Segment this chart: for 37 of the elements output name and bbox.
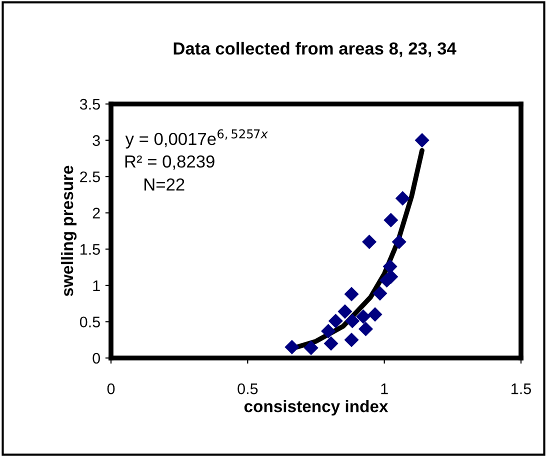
y-tick-label: 1: [93, 280, 100, 291]
point: [284, 340, 300, 354]
point: [304, 340, 318, 356]
annotation: N=22: [144, 178, 184, 190]
y-tick-label: 1.5: [80, 244, 100, 255]
x-tick-label: 0.5: [238, 383, 258, 394]
point: [338, 304, 352, 319]
y-tick-label: 0: [92, 352, 100, 364]
annotation: R² = 0,8239: [125, 155, 214, 170]
point: [356, 309, 371, 324]
point: [362, 234, 377, 250]
point: [344, 332, 359, 348]
chart-title: Data collected from areas 8, 23, 34: [174, 42, 456, 58]
point: [328, 314, 343, 328]
y-tick-label: 2.5: [80, 171, 100, 182]
point: [414, 133, 430, 148]
point: [372, 286, 388, 301]
x-tick-label: 1: [381, 384, 388, 394]
x-axis-title: consistency index: [244, 400, 388, 416]
y-axis-title: swelling presure: [60, 166, 77, 296]
point: [368, 307, 382, 322]
y-tick-label: 0.5: [80, 316, 100, 328]
point: [384, 212, 398, 228]
x-tick-label: 0: [107, 383, 115, 394]
point: [395, 191, 410, 206]
y-tick-label: 3.5: [80, 98, 100, 110]
point: [344, 286, 359, 302]
point: [321, 324, 336, 338]
point: [382, 259, 398, 274]
x-tick-label: 1.5: [512, 384, 531, 394]
point: [392, 234, 406, 250]
point: [324, 336, 338, 351]
y-tick-label: 3: [92, 135, 100, 146]
y-tick-label: 2: [92, 208, 100, 218]
annotation: y = 0,0017e$^{6,5257x}$: [125, 129, 268, 149]
point: [345, 314, 360, 328]
point: [358, 322, 374, 336]
